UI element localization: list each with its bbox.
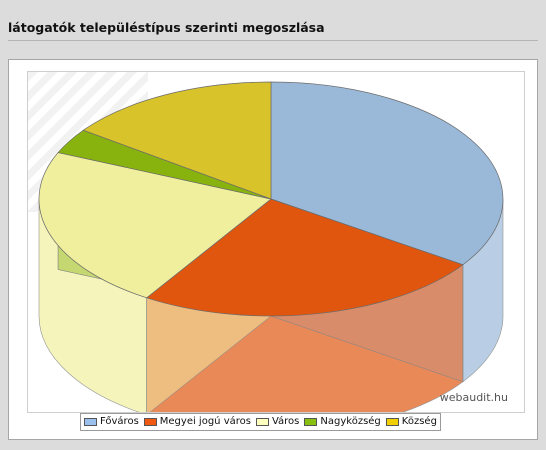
legend-label: Nagyközség — [320, 416, 381, 427]
pie-slice-varos[interactable] — [38, 152, 272, 299]
legend-label: Főváros — [100, 416, 139, 427]
legend-label: Város — [271, 416, 300, 427]
legend-item-kozseg: Község — [385, 416, 437, 428]
legend-swatch — [255, 418, 269, 426]
pie-chart — [28, 72, 504, 412]
watermark: webaudit.hu — [439, 391, 508, 404]
legend-label: Megyei jogú város — [159, 416, 251, 427]
legend-label: Község — [401, 416, 437, 427]
plot-area: webaudit.hu — [27, 71, 525, 413]
legend: Főváros Megyei jogú város Város Nagyközség K… — [80, 413, 441, 431]
page-title: látogatók településtípus szerinti megosz… — [8, 20, 325, 35]
pie-slice-kozseg[interactable] — [82, 81, 272, 200]
chart-header: látogatók településtípus szerinti megosz… — [8, 18, 538, 41]
legend-swatch — [143, 418, 157, 426]
pie-slice-megyei-jogu-varos[interactable] — [145, 198, 464, 317]
legend-swatch — [84, 418, 97, 426]
legend-item-fovaros: Főváros — [84, 416, 139, 428]
legend-item-varos: Város — [255, 416, 300, 428]
legend-item-nagykozseg: Nagyközség — [304, 416, 381, 428]
legend-swatch — [385, 418, 399, 426]
legend-item-megyei-jogu-varos: Megyei jogú város — [143, 416, 251, 428]
pie-slice-fovaros[interactable] — [270, 81, 504, 266]
chart-frame: webaudit.hu Főváros Megyei jogú város Váro… — [8, 59, 538, 440]
legend-swatch — [304, 418, 318, 426]
